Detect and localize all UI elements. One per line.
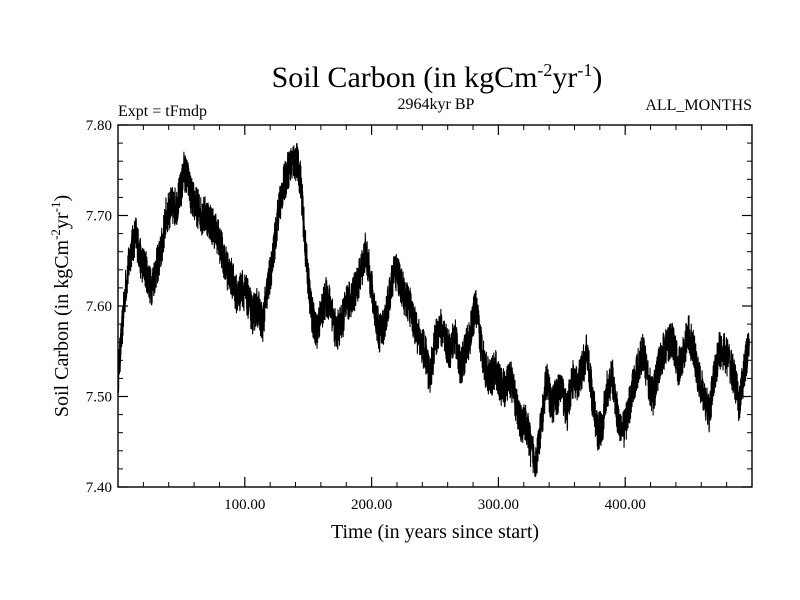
y-tick-label: 7.50: [86, 390, 112, 406]
experiment-label: Expt = tFmdp: [118, 103, 207, 120]
months-label: ALL_MONTHS: [645, 97, 752, 114]
soil-carbon-series-line: [117, 142, 750, 478]
chart-title: Soil Carbon (in kgCm-2yr-1): [272, 60, 603, 94]
x-tick-label: 200.00: [351, 497, 392, 513]
x-tick-label: 100.00: [224, 497, 265, 513]
x-tick-label: 400.00: [605, 497, 646, 513]
y-tick-label: 7.60: [86, 299, 112, 315]
data-layer: [117, 142, 750, 478]
x-axis-title: Time (in years since start): [331, 521, 539, 543]
y-tick-label: 7.40: [86, 480, 112, 496]
y-tick-label: 7.70: [86, 209, 112, 225]
axis-layer: 100.00 200.00 300.00 400.00 7.40 7.50 7.60 7.70…: [86, 118, 752, 513]
y-tick-label: 7.80: [86, 118, 112, 134]
time-period-label: 2964kyr BP: [398, 96, 475, 113]
x-tick-label: 300.00: [478, 497, 519, 513]
plot-frame: [117, 124, 753, 488]
y-axis-title: Soil Carbon (in kgCm-2yr-1): [48, 195, 73, 417]
